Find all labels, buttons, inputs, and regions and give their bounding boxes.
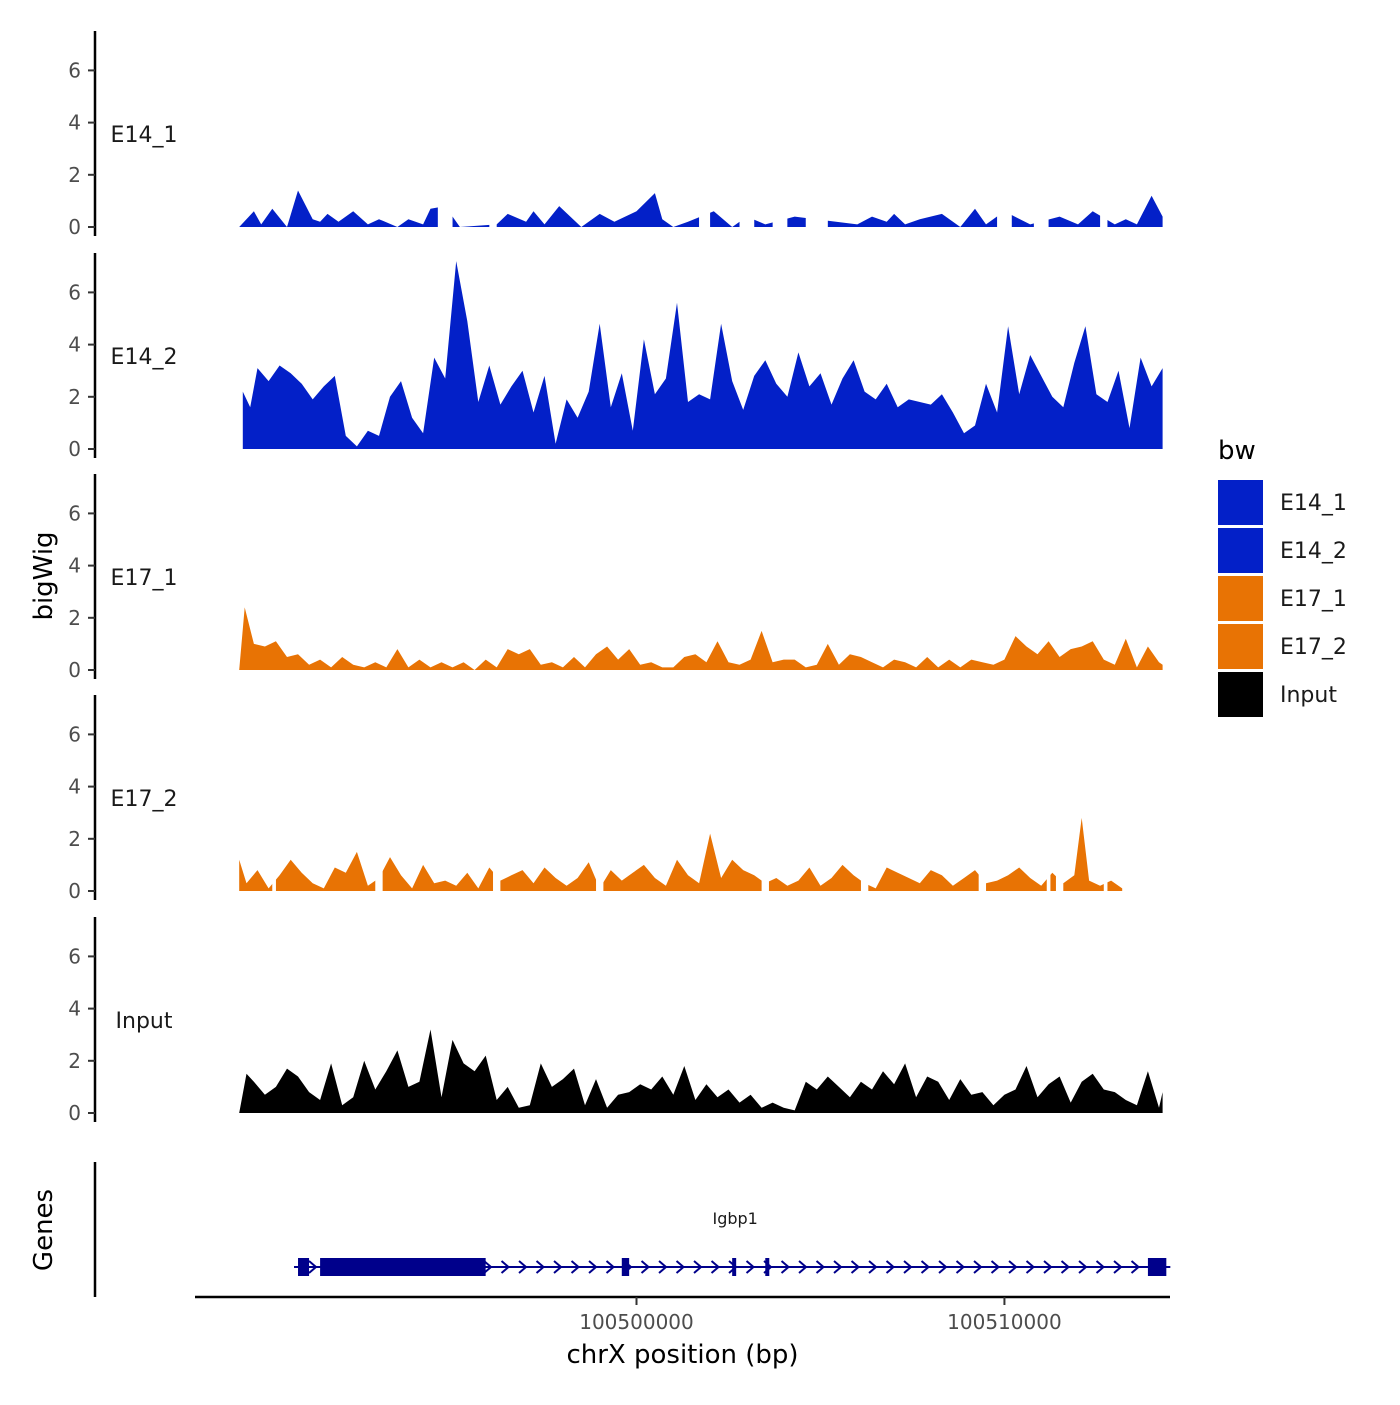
y-tick-label: 4 <box>68 554 81 578</box>
strand-arrow-icon <box>1113 1260 1123 1274</box>
legend-label-E14_1: E14_1 <box>1280 491 1347 516</box>
x-tick-label: 100500000 <box>579 1310 694 1334</box>
y-tick-label: 6 <box>68 944 81 968</box>
x-tick-label: 100510000 <box>947 1310 1062 1334</box>
strand-arrow-icon <box>1043 1260 1053 1274</box>
gene-exon <box>621 1258 630 1276</box>
y-tick-label: 0 <box>68 1101 81 1125</box>
area-series-Input <box>239 1029 1163 1113</box>
y-tick-label: 0 <box>68 437 81 461</box>
area-series-E14_2 <box>242 261 1163 449</box>
strand-arrow-icon <box>693 1260 703 1274</box>
y-tick-label: 2 <box>68 827 81 851</box>
legend-swatch-E14_1 <box>1218 480 1263 525</box>
strand-arrow-icon <box>745 1260 756 1274</box>
legend-title: bw <box>1218 436 1256 466</box>
strand-arrow-icon <box>1095 1260 1106 1274</box>
strand-arrow-icon <box>500 1260 511 1274</box>
strand-arrow-icon <box>553 1260 563 1274</box>
strand-arrow-icon <box>815 1260 826 1274</box>
strand-arrow-icon <box>483 1260 493 1274</box>
strand-arrow-icon <box>938 1260 948 1274</box>
gene-exon <box>320 1258 486 1276</box>
legend-label-Input: Input <box>1280 683 1337 708</box>
strand-arrow-icon <box>640 1260 651 1274</box>
legend-label-E17_2: E17_2 <box>1280 635 1347 660</box>
track-label-E17_2: E17_2 <box>111 787 178 812</box>
strand-arrow-icon <box>658 1260 668 1274</box>
strand-arrow-icon <box>833 1260 843 1274</box>
track-label-E14_2: E14_2 <box>111 345 178 370</box>
strand-arrow-icon <box>605 1260 616 1274</box>
area-series-E14_1 <box>239 190 1163 227</box>
y-tick-label: 2 <box>68 163 81 187</box>
strand-arrow-icon <box>1025 1260 1036 1274</box>
strand-arrow-icon <box>518 1260 528 1274</box>
track-label-E17_1: E17_1 <box>111 566 178 591</box>
legend-label-E14_2: E14_2 <box>1280 539 1347 564</box>
area-series-E17_1 <box>239 607 1163 670</box>
legend-swatch-E14_2 <box>1218 528 1263 573</box>
legend-label-E17_1: E17_1 <box>1280 587 1347 612</box>
y-tick-label: 4 <box>68 111 81 135</box>
strand-arrow-icon <box>798 1260 808 1274</box>
y-tick-label: 2 <box>68 385 81 409</box>
strand-arrow-icon <box>535 1260 546 1274</box>
strand-arrow-icon <box>1060 1260 1071 1274</box>
x-axis-title: chrX position (bp) <box>566 1340 798 1370</box>
legend-swatch-E17_2 <box>1218 624 1263 669</box>
strand-arrow-icon <box>570 1260 581 1274</box>
strand-arrow-icon <box>920 1260 931 1274</box>
y-tick-label: 6 <box>68 722 81 746</box>
gene-exon <box>1147 1258 1167 1276</box>
legend-swatch-E17_1 <box>1218 576 1263 621</box>
strand-arrow-icon <box>955 1260 966 1274</box>
strand-arrow-icon <box>868 1260 878 1274</box>
genes-title: Genes <box>29 1189 59 1271</box>
y-tick-label: 6 <box>68 280 81 304</box>
gene-exon <box>298 1258 310 1276</box>
strand-arrow-icon <box>850 1260 861 1274</box>
strand-arrow-icon <box>990 1260 1001 1274</box>
y-tick-label: 6 <box>68 58 81 82</box>
gene-name-label: Igbp1 <box>712 1209 757 1228</box>
y-axis-title: bigWig <box>29 531 59 620</box>
y-tick-label: 2 <box>68 1049 81 1073</box>
strand-arrow-icon <box>308 1260 318 1274</box>
y-tick-label: 6 <box>68 501 81 525</box>
legend-swatch-Input <box>1218 672 1263 717</box>
gene-exon <box>732 1258 737 1276</box>
area-series-E17_2 <box>239 817 1123 891</box>
y-tick-label: 0 <box>68 658 81 682</box>
y-tick-label: 0 <box>68 879 81 903</box>
track-label-Input: Input <box>116 1009 173 1034</box>
y-tick-label: 4 <box>68 333 81 357</box>
strand-arrow-icon <box>588 1260 598 1274</box>
strand-arrow-icon <box>1078 1260 1088 1274</box>
gene-exon <box>765 1258 770 1276</box>
y-tick-label: 2 <box>68 606 81 630</box>
strand-arrow-icon <box>885 1260 896 1274</box>
strand-arrow-icon <box>903 1260 913 1274</box>
y-tick-label: 0 <box>68 215 81 239</box>
strand-arrow-icon <box>1008 1260 1018 1274</box>
strand-arrow-icon <box>1130 1260 1141 1274</box>
y-tick-label: 4 <box>68 775 81 799</box>
strand-arrow-icon <box>675 1260 686 1274</box>
strand-arrow-icon <box>973 1260 983 1274</box>
strand-arrow-icon <box>780 1260 791 1274</box>
strand-arrow-icon <box>710 1260 721 1274</box>
y-tick-label: 4 <box>68 997 81 1021</box>
track-label-E14_1: E14_1 <box>111 123 178 148</box>
